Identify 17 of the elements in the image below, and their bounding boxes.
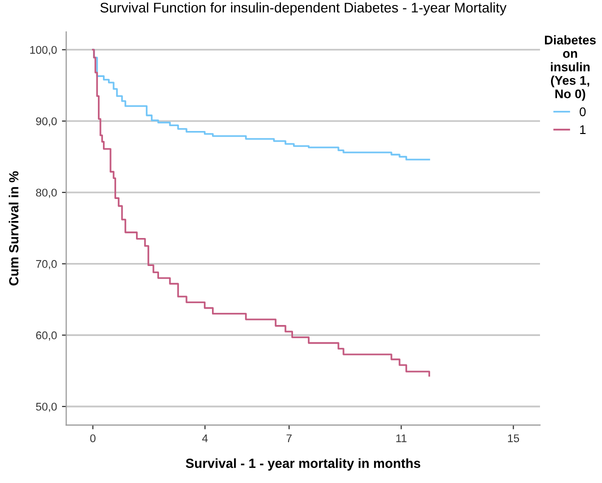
y-tick-label: 50,0 [36,402,57,412]
legend-title: Diabetes on insulin (Yes 1, No 0) [544,35,596,101]
x-axis-title: Survival - 1 - year mortality in months [186,458,420,471]
x-tick-label: 15 [508,434,520,442]
y-tick-label: 70,0 [36,260,57,270]
y-tick-label: 100,0 [30,46,57,56]
y-axis-title: Cum Survival in % [8,171,18,286]
x-tick-label: 0 [90,434,96,442]
y-tick-label: 60,0 [36,331,57,341]
legend-label: 1 [580,125,586,134]
legend-label: 0 [580,107,586,116]
y-tick-label: 90,0 [36,117,57,127]
x-tick-label: 7 [286,434,292,442]
chart-title: Survival Function for insulin-dependent Diabetes - 1-year Mortality [100,2,507,16]
x-tick-label: 4 [202,434,208,442]
x-tick-label: 11 [396,434,406,442]
y-tick-label: 80,0 [36,188,57,198]
